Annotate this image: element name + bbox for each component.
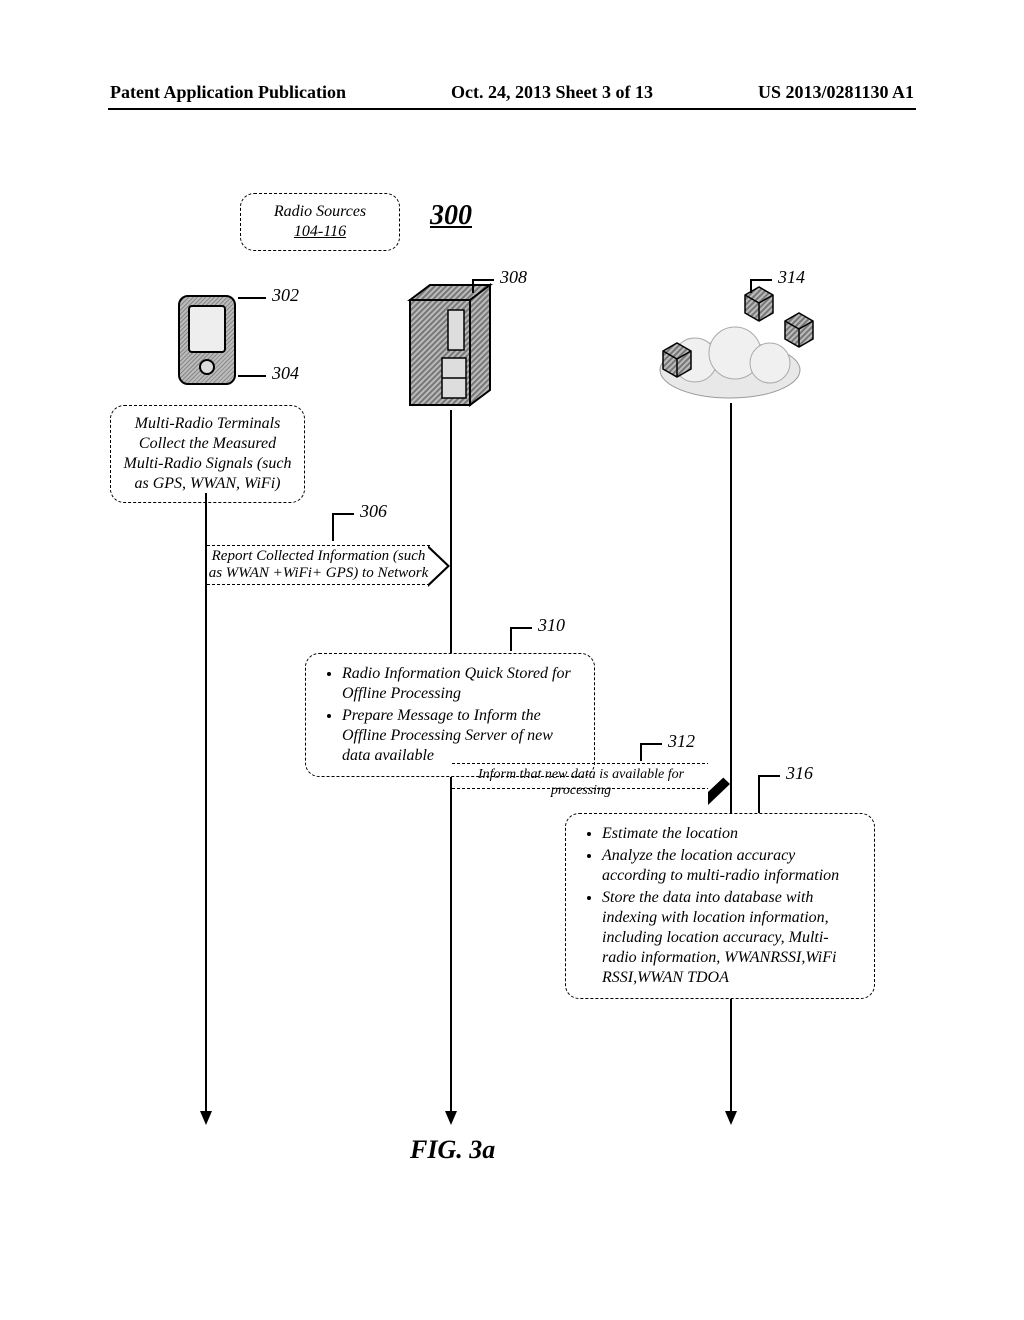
cloud-icon <box>645 285 815 405</box>
ref-308: 308 <box>500 267 527 288</box>
terminal-device-icon <box>178 295 236 385</box>
page-header: Patent Application Publication Oct. 24, … <box>110 82 914 103</box>
leader-314 <box>750 279 772 281</box>
leader-310 <box>510 627 532 629</box>
header-center: Oct. 24, 2013 Sheet 3 of 13 <box>451 82 653 103</box>
figure-caption: FIG. 3a <box>410 1135 495 1165</box>
radio-sources-box: Radio Sources 104-116 <box>240 193 400 251</box>
leader-316 <box>758 775 780 777</box>
ref-304: 304 <box>272 363 299 384</box>
leader-306 <box>332 513 354 515</box>
terminals-box: Multi-Radio Terminals Collect the Measur… <box>110 405 305 503</box>
leader-306v <box>332 513 334 541</box>
cloud-box-item1: Estimate the location <box>602 824 862 844</box>
leader-316v <box>758 775 760 815</box>
ref-314: 314 <box>778 267 805 288</box>
server-process-box: Radio Information Quick Stored for Offli… <box>305 653 595 777</box>
lifeline-terminal <box>205 493 207 1113</box>
lifeline-server-arrow <box>445 1111 457 1125</box>
cloud-box-item2: Analyze the location accuracy according … <box>602 846 862 886</box>
header-right: US 2013/0281130 A1 <box>758 82 914 103</box>
lifeline-cloud-arrow <box>725 1111 737 1125</box>
server-box-item2: Prepare Message to Inform the Offline Pr… <box>342 706 582 766</box>
ref-312: 312 <box>668 731 695 752</box>
header-left: Patent Application Publication <box>110 82 346 103</box>
ref-310: 310 <box>538 615 565 636</box>
cloud-box-item3: Store the data into database with indexi… <box>602 888 862 988</box>
radio-sources-line1: Radio Sources <box>253 202 387 222</box>
lifeline-terminal-arrow <box>200 1111 212 1125</box>
leader-314v <box>750 279 752 293</box>
leader-304 <box>238 375 266 377</box>
ref-306: 306 <box>360 501 387 522</box>
ref-316: 316 <box>786 763 813 784</box>
leader-308 <box>472 279 494 281</box>
leader-312v <box>640 743 642 761</box>
server-icon <box>400 280 500 410</box>
leader-310v <box>510 627 512 651</box>
msg-312-text: Inform that new data is available for pr… <box>452 767 710 799</box>
msg-312-arrow: Inform that new data is available for pr… <box>452 763 710 789</box>
leader-302 <box>238 297 266 299</box>
sequence-diagram: 300 Radio Sources 104-116 <box>110 175 910 1175</box>
msg-306-text: Report Collected Information (such as WW… <box>207 548 430 583</box>
leader-312 <box>640 743 662 745</box>
cloud-process-box: Estimate the location Analyze the locati… <box>565 813 875 999</box>
msg-306-arrow: Report Collected Information (such as WW… <box>207 545 430 585</box>
ref-302: 302 <box>272 285 299 306</box>
figure-ref-300: 300 <box>430 200 472 232</box>
radio-sources-line2: 104-116 <box>253 222 387 242</box>
header-rule <box>108 108 916 110</box>
server-box-item1: Radio Information Quick Stored for Offli… <box>342 664 582 704</box>
terminals-text: Multi-Radio Terminals Collect the Measur… <box>124 415 292 492</box>
leader-308v <box>472 279 474 293</box>
lifeline-cloud <box>730 403 732 1113</box>
